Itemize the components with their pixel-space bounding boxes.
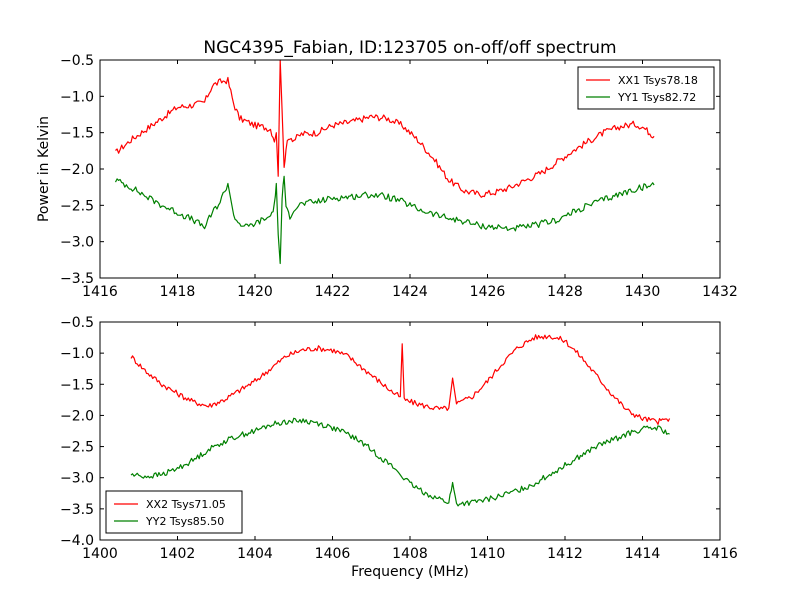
y-tick-label: −2.5 <box>60 440 94 456</box>
y-tick-label: −3.0 <box>60 471 94 487</box>
x-tick-label: 1400 <box>82 546 118 562</box>
x-tick-label: 1418 <box>160 284 196 300</box>
y-tick-label: −0.5 <box>60 315 94 331</box>
y-tick-label: −1.5 <box>60 377 94 393</box>
y-tick-label: −2.5 <box>60 198 94 214</box>
chart-title: NGC4395_Fabian, ID:123705 on-off/off spe… <box>203 38 616 58</box>
x-axis-title: Frequency (MHz) <box>351 564 469 580</box>
y-axis-title: Power in Kelvin <box>36 116 52 222</box>
x-tick-label: 1432 <box>702 284 738 300</box>
legend-label: XX2 Tsys71.05 <box>146 498 226 511</box>
chart-panel-1: 1416 1418 1420 1422 1424 1426 1428 1430 1432 −3.5… <box>36 53 738 300</box>
x-tick-label: 1416 <box>702 546 738 562</box>
y-tick-label: −1.0 <box>60 346 94 362</box>
legend-1: XX1 Tsys78.18 YY1 Tsys82.72 <box>577 66 715 110</box>
x-tick-label: 1404 <box>237 546 273 562</box>
x-tick-label: 1406 <box>315 546 351 562</box>
legend-label: XX1 Tsys78.18 <box>618 74 698 87</box>
x-tick-label: 1416 <box>82 284 118 300</box>
y-tick-label: −3.5 <box>60 502 94 518</box>
x-tick-label: 1428 <box>547 284 583 300</box>
x-tick-label: 1410 <box>470 546 506 562</box>
x-tick-label: 1424 <box>392 284 428 300</box>
series-line-1-2 <box>114 175 655 265</box>
y-tick-label: −1.0 <box>60 89 94 105</box>
y-tick-label: −2.0 <box>60 162 94 178</box>
chart-panel-2: 1400 1402 1404 1406 1408 1410 1412 1414 1416 −4.0… <box>60 315 738 580</box>
series-line-1-1 <box>115 59 655 198</box>
x-tick-label: 1408 <box>392 546 428 562</box>
y-tick-label: −2.0 <box>60 408 94 424</box>
legend-2: XX2 Tsys71.05 YY2 Tsys85.50 <box>105 490 243 534</box>
series-line-2-1 <box>130 334 671 425</box>
x-tick-label: 1426 <box>470 284 506 300</box>
x-tick-label: 1430 <box>625 284 661 300</box>
legend-box <box>105 490 243 534</box>
y-tick-label: −4.0 <box>60 533 94 549</box>
y-tick-label: −0.5 <box>60 53 94 69</box>
series-line-2-2 <box>130 417 670 507</box>
y-tick-label: −3.5 <box>60 271 94 287</box>
x-tick-label: 1402 <box>160 546 196 562</box>
x-tick-label: 1412 <box>547 546 583 562</box>
legend-label: YY2 Tsys85.50 <box>145 515 224 528</box>
x-tick-label: 1420 <box>237 284 273 300</box>
x-tick-label: 1422 <box>315 284 351 300</box>
x-tick-label: 1414 <box>625 546 661 562</box>
legend-label: YY1 Tsys82.72 <box>617 91 696 104</box>
y-tick-label: −1.5 <box>60 126 94 142</box>
y-tick-label: −3.0 <box>60 235 94 251</box>
legend-box <box>577 66 715 110</box>
